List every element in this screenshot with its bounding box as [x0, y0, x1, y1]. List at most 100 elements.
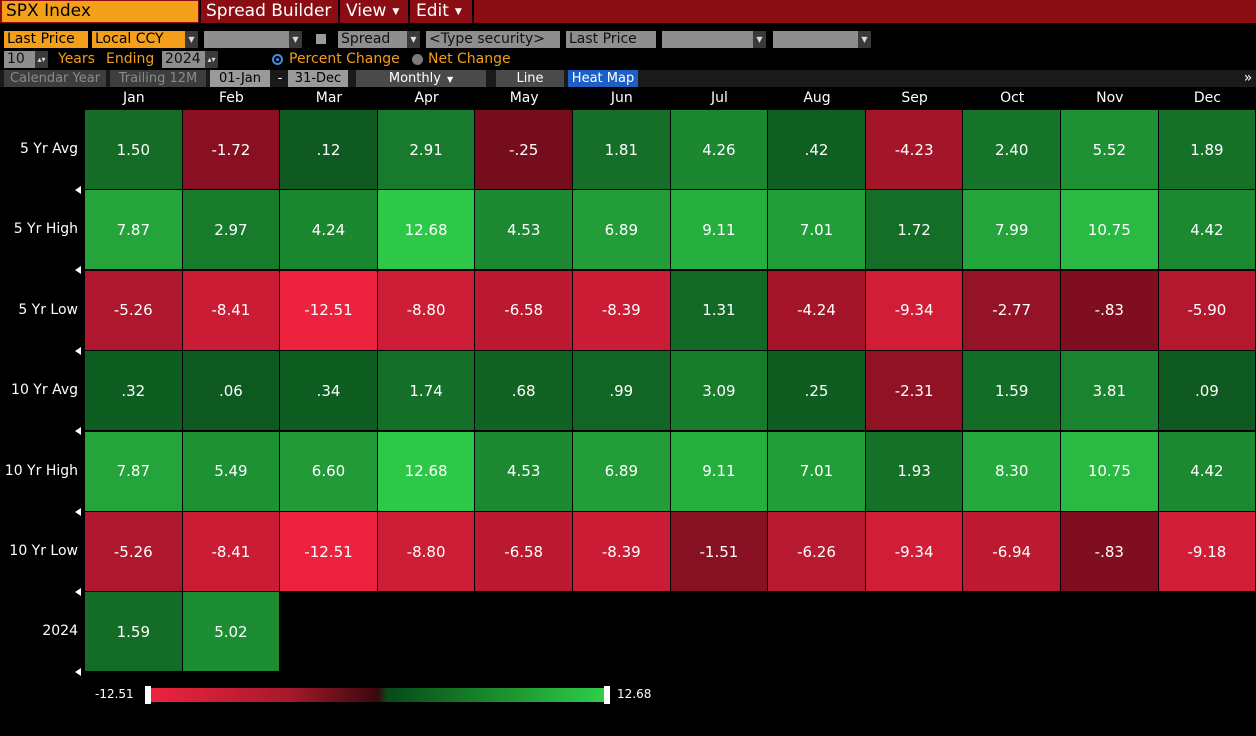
trailing-12m-button[interactable]: Trailing 12M: [110, 70, 206, 87]
period-select[interactable]: Monthly ▼: [356, 70, 486, 87]
heatmap-cell[interactable]: 6.89: [573, 190, 671, 271]
heatmap-cell[interactable]: 1.50: [85, 110, 183, 190]
heatmap-cell[interactable]: 1.59: [85, 592, 183, 673]
heatmap-cell[interactable]: 6.60: [280, 431, 378, 512]
percent-change-label[interactable]: Percent Change: [289, 51, 400, 67]
heatmap-cell[interactable]: -4.24: [768, 270, 866, 351]
heatmap-cell[interactable]: 4.53: [475, 431, 573, 512]
heat-map-tab[interactable]: Heat Map: [568, 70, 638, 87]
heatmap-cell[interactable]: 6.89: [573, 431, 671, 512]
heatmap-cell[interactable]: 4.42: [1158, 190, 1256, 271]
heatmap-cell[interactable]: -5.26: [85, 512, 183, 592]
heatmap-cell[interactable]: 1.72: [865, 190, 964, 271]
heatmap-cell[interactable]: 1.31: [670, 270, 769, 351]
heatmap-cell[interactable]: -.25: [475, 110, 573, 190]
heatmap-cell[interactable]: -1.72: [182, 110, 281, 190]
row-expand-icon[interactable]: [75, 588, 81, 596]
net-change-label[interactable]: Net Change: [428, 51, 511, 67]
heatmap-cell[interactable]: .09: [1158, 351, 1256, 432]
heatmap-cell[interactable]: -1.51: [670, 512, 769, 592]
heatmap-cell[interactable]: 2.91: [377, 110, 476, 190]
heatmap-cell[interactable]: 12.68: [377, 190, 476, 271]
row-expand-icon[interactable]: [75, 507, 81, 516]
heatmap-cell[interactable]: 4.53: [475, 190, 573, 271]
heatmap-cell[interactable]: -6.26: [768, 512, 866, 592]
field2-select[interactable]: Last Price: [566, 31, 656, 48]
line-tab[interactable]: Line: [496, 70, 564, 87]
heatmap-cell[interactable]: -.83: [1061, 512, 1159, 592]
net-change-radio[interactable]: [412, 54, 423, 65]
heatmap-cell[interactable]: -8.39: [573, 270, 671, 351]
row-expand-icon[interactable]: [75, 427, 81, 436]
heatmap-cell[interactable]: -8.41: [182, 270, 281, 351]
heatmap-cell[interactable]: 5.49: [182, 431, 281, 512]
heatmap-cell[interactable]: 3.09: [670, 351, 769, 432]
heatmap-cell[interactable]: .42: [768, 110, 866, 190]
heatmap-cell[interactable]: 3.81: [1061, 351, 1159, 432]
start-date-field[interactable]: 01-Jan: [210, 70, 270, 87]
heatmap-cell[interactable]: 7.87: [85, 431, 183, 512]
heatmap-cell[interactable]: 7.01: [768, 190, 866, 271]
currency-select[interactable]: Local CCY ▼: [92, 31, 198, 48]
heatmap-cell[interactable]: -12.51: [280, 270, 378, 351]
end-date-field[interactable]: 31-Dec: [288, 70, 348, 87]
heatmap-cell[interactable]: .68: [475, 351, 573, 432]
heatmap-cell[interactable]: -2.31: [865, 351, 964, 432]
row-expand-icon[interactable]: [75, 346, 81, 355]
field-select[interactable]: Last Price: [4, 31, 88, 48]
overflow-icon[interactable]: »: [1243, 70, 1253, 86]
heatmap-cell[interactable]: 10.75: [1061, 431, 1159, 512]
heatmap-cell[interactable]: -9.18: [1158, 512, 1256, 592]
heatmap-cell[interactable]: -6.58: [475, 270, 573, 351]
heatmap-cell[interactable]: -5.26: [85, 270, 183, 351]
security-field[interactable]: SPX Index: [2, 1, 198, 22]
heatmap-cell[interactable]: .34: [280, 351, 378, 432]
heatmap-cell[interactable]: 8.30: [963, 431, 1061, 512]
heatmap-cell[interactable]: 5.52: [1061, 110, 1159, 190]
row-expand-icon[interactable]: [75, 186, 81, 194]
heatmap-cell[interactable]: -5.90: [1158, 270, 1256, 351]
heatmap-cell[interactable]: .99: [573, 351, 671, 432]
heatmap-cell[interactable]: -9.34: [865, 512, 964, 592]
heatmap-cell[interactable]: 1.74: [377, 351, 476, 432]
legend-min-handle[interactable]: [145, 686, 151, 704]
heatmap-cell[interactable]: 10.75: [1061, 190, 1159, 271]
heatmap-cell[interactable]: 4.42: [1158, 431, 1256, 512]
empty-select-2[interactable]: ▼: [662, 31, 766, 48]
heatmap-cell[interactable]: .06: [182, 351, 281, 432]
row-expand-icon[interactable]: [75, 668, 81, 677]
empty-select-3[interactable]: ▼: [773, 31, 871, 48]
heatmap-cell[interactable]: 4.24: [280, 190, 378, 271]
heatmap-cell[interactable]: -8.41: [182, 512, 281, 592]
security-input[interactable]: <Type security>: [426, 31, 560, 48]
spread-checkbox[interactable]: [316, 34, 326, 44]
heatmap-cell[interactable]: 7.99: [963, 190, 1061, 271]
heatmap-cell[interactable]: -6.94: [963, 512, 1061, 592]
heatmap-cell[interactable]: -8.80: [377, 270, 476, 351]
years-stepper[interactable]: 10 ▴▾: [4, 51, 48, 68]
heatmap-cell[interactable]: 5.02: [182, 592, 281, 673]
heatmap-cell[interactable]: -12.51: [280, 512, 378, 592]
heatmap-cell[interactable]: -8.39: [573, 512, 671, 592]
menu-view[interactable]: View ▼: [340, 0, 408, 23]
heatmap-cell[interactable]: 7.01: [768, 431, 866, 512]
empty-select-1[interactable]: ▼: [204, 31, 302, 48]
menu-spread-builder[interactable]: Spread Builder: [200, 0, 338, 23]
heatmap-cell[interactable]: 2.97: [182, 190, 281, 271]
heatmap-cell[interactable]: .25: [768, 351, 866, 432]
heatmap-cell[interactable]: -9.34: [865, 270, 964, 351]
spread-select[interactable]: Spread ▼: [338, 31, 420, 48]
legend-max-handle[interactable]: [604, 686, 610, 704]
percent-change-radio[interactable]: [272, 54, 283, 65]
heatmap-cell[interactable]: 4.26: [670, 110, 769, 190]
heatmap-cell[interactable]: -2.77: [963, 270, 1061, 351]
heatmap-cell[interactable]: .32: [85, 351, 183, 432]
row-expand-icon[interactable]: [75, 266, 81, 275]
heatmap-cell[interactable]: -6.58: [475, 512, 573, 592]
heatmap-cell[interactable]: 1.93: [865, 431, 964, 512]
heatmap-cell[interactable]: 1.89: [1158, 110, 1256, 190]
heatmap-cell[interactable]: -8.80: [377, 512, 476, 592]
heatmap-cell[interactable]: 1.59: [963, 351, 1061, 432]
heatmap-cell[interactable]: -4.23: [865, 110, 964, 190]
calendar-year-button[interactable]: Calendar Year: [4, 70, 106, 87]
